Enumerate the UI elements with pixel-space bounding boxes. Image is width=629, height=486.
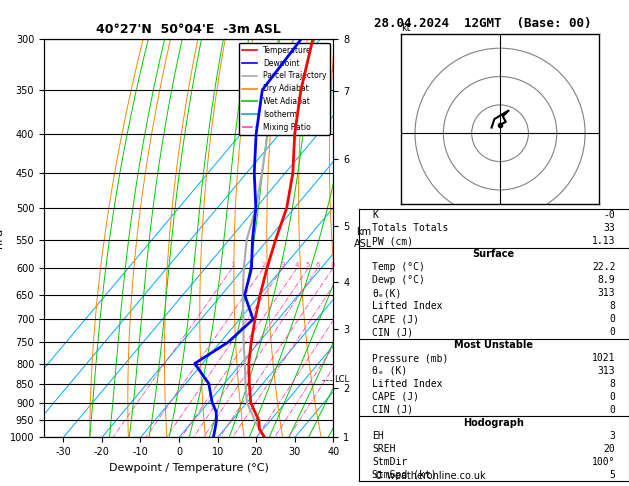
- Text: CIN (J): CIN (J): [372, 327, 413, 337]
- Legend: Temperature, Dewpoint, Parcel Trajectory, Dry Adiabat, Wet Adiabat, Isotherm, Mi: Temperature, Dewpoint, Parcel Trajectory…: [238, 43, 330, 135]
- Text: 8: 8: [610, 301, 615, 311]
- Text: θₑ(K): θₑ(K): [372, 288, 401, 298]
- Text: 28.04.2024  12GMT  (Base: 00): 28.04.2024 12GMT (Base: 00): [374, 17, 592, 30]
- Text: 33: 33: [604, 224, 615, 233]
- Text: kt: kt: [401, 23, 410, 33]
- Text: 0: 0: [610, 314, 615, 324]
- Text: CIN (J): CIN (J): [372, 405, 413, 415]
- Text: CAPE (J): CAPE (J): [372, 314, 419, 324]
- Text: -0: -0: [604, 210, 615, 221]
- Text: Pressure (mb): Pressure (mb): [372, 353, 448, 363]
- X-axis label: Dewpoint / Temperature (°C): Dewpoint / Temperature (°C): [109, 463, 269, 473]
- Text: 22.2: 22.2: [592, 262, 615, 272]
- Text: PW (cm): PW (cm): [372, 236, 413, 246]
- Text: LCL: LCL: [335, 375, 350, 384]
- Text: 2: 2: [261, 262, 265, 268]
- Text: Surface: Surface: [473, 249, 515, 260]
- Y-axis label: km
ASL: km ASL: [354, 227, 372, 249]
- Text: 3: 3: [281, 262, 285, 268]
- Text: 313: 313: [598, 366, 615, 376]
- Text: 4: 4: [294, 262, 299, 268]
- Text: 5: 5: [306, 262, 310, 268]
- Text: Most Unstable: Most Unstable: [454, 340, 533, 350]
- Title: 40°27'N  50°04'E  -3m ASL: 40°27'N 50°04'E -3m ASL: [96, 23, 281, 36]
- Text: 6: 6: [315, 262, 320, 268]
- Text: 0: 0: [610, 392, 615, 402]
- Y-axis label: hPa: hPa: [0, 228, 4, 248]
- Text: CAPE (J): CAPE (J): [372, 392, 419, 402]
- Text: θₑ (K): θₑ (K): [372, 366, 408, 376]
- Text: 8.9: 8.9: [598, 275, 615, 285]
- Text: Dewp (°C): Dewp (°C): [372, 275, 425, 285]
- Text: SREH: SREH: [372, 444, 396, 454]
- Text: Lifted Index: Lifted Index: [372, 379, 443, 389]
- Text: K: K: [372, 210, 378, 221]
- Text: Totals Totals: Totals Totals: [372, 224, 448, 233]
- Text: 8: 8: [610, 379, 615, 389]
- Text: 5: 5: [610, 469, 615, 480]
- Text: 3: 3: [610, 431, 615, 441]
- Text: Temp (°C): Temp (°C): [372, 262, 425, 272]
- Text: 100°: 100°: [592, 457, 615, 467]
- Text: EH: EH: [372, 431, 384, 441]
- Text: 0: 0: [610, 405, 615, 415]
- Text: Hodograph: Hodograph: [464, 418, 524, 428]
- Text: 0: 0: [610, 327, 615, 337]
- Text: 1021: 1021: [592, 353, 615, 363]
- Text: 313: 313: [598, 288, 615, 298]
- Text: © weatheronline.co.uk: © weatheronline.co.uk: [374, 471, 486, 481]
- Text: 1.13: 1.13: [592, 236, 615, 246]
- Text: StmSpd (kt): StmSpd (kt): [372, 469, 437, 480]
- Text: 8: 8: [331, 262, 335, 268]
- Text: StmDir: StmDir: [372, 457, 408, 467]
- Text: 1: 1: [230, 262, 234, 268]
- Text: 20: 20: [604, 444, 615, 454]
- Text: Lifted Index: Lifted Index: [372, 301, 443, 311]
